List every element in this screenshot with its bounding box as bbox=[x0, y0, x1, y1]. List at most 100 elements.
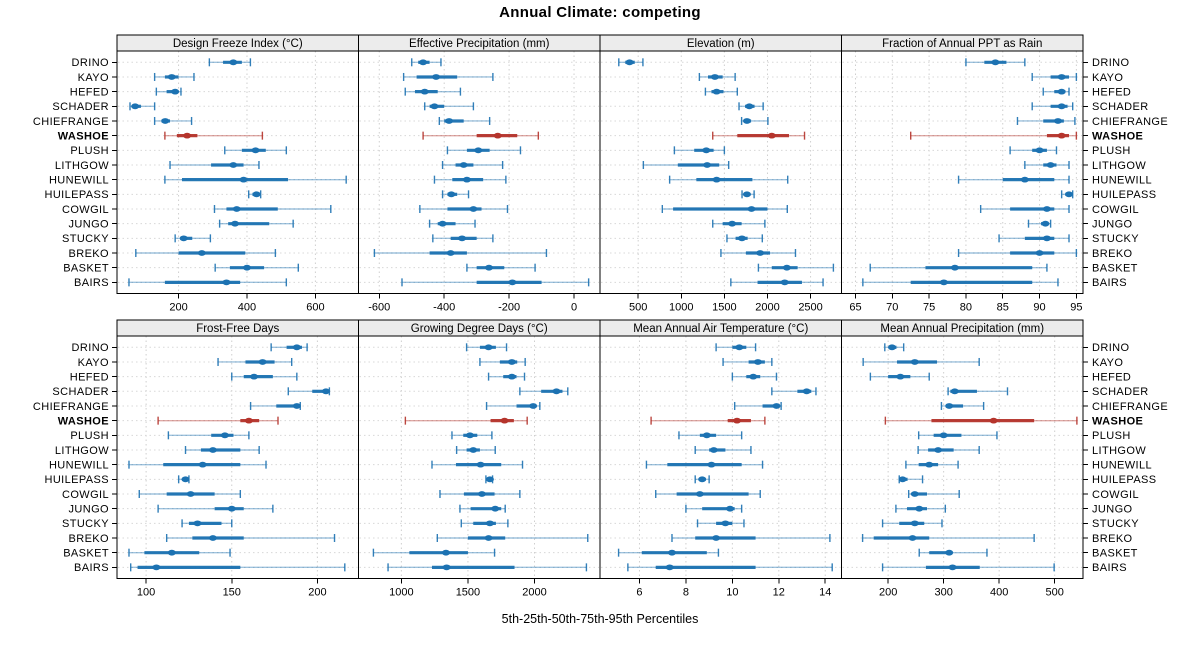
site-label-left-lithgow: LITHGOW bbox=[55, 445, 109, 457]
interval-basket bbox=[128, 548, 231, 557]
site-label-left-washoe: WASHOE bbox=[58, 415, 109, 427]
median-dot bbox=[1057, 103, 1066, 110]
site-label-right-hunewill: HUNEWILL bbox=[1092, 459, 1152, 471]
median-dot bbox=[712, 88, 721, 95]
median-dot bbox=[712, 176, 721, 183]
median-dot bbox=[447, 191, 456, 198]
interval-washoe bbox=[157, 416, 279, 425]
strip-title: Design Freeze Index (°C) bbox=[173, 38, 303, 50]
median-dot bbox=[229, 59, 238, 66]
interval-lithgow bbox=[642, 160, 730, 169]
median-dot bbox=[756, 250, 765, 256]
site-label-right-lithgow: LITHGOW bbox=[1092, 445, 1146, 457]
strip-title: Effective Precipitation (mm) bbox=[409, 38, 550, 50]
site-label-right-bairs: BAIRS bbox=[1092, 277, 1127, 289]
interval-chiefrange bbox=[1016, 116, 1076, 125]
interval-cowgil bbox=[439, 490, 521, 498]
interval-stucky bbox=[696, 519, 745, 528]
interval-drino bbox=[884, 343, 905, 352]
axis-caption: 5th-25th-50th-75th-95th Percentiles bbox=[501, 612, 699, 626]
interval-schader bbox=[287, 387, 331, 396]
x-tick-label: 8 bbox=[683, 587, 689, 599]
interval-drino bbox=[965, 58, 1026, 67]
x-tick-label: 1500 bbox=[456, 587, 480, 599]
median-dot bbox=[477, 491, 486, 497]
site-label-left-kayo: KAYO bbox=[78, 72, 109, 84]
median-dot bbox=[197, 250, 206, 256]
site-label-right-washoe: WASHOE bbox=[1092, 415, 1143, 427]
median-dot bbox=[1057, 88, 1066, 95]
interval-hunewill bbox=[905, 460, 959, 469]
interval-bairs bbox=[862, 278, 1059, 287]
x-tick-label: 400 bbox=[238, 302, 256, 314]
x-tick-label: 75 bbox=[923, 302, 935, 314]
interval-bairs bbox=[128, 278, 288, 287]
interval-huilepass bbox=[177, 475, 190, 484]
interval-breko bbox=[135, 249, 277, 258]
x-tick-label: 14 bbox=[819, 587, 831, 599]
interval-hefed bbox=[487, 372, 526, 381]
median-dot bbox=[491, 505, 500, 512]
site-label-right-stucky: STUCKY bbox=[1092, 518, 1139, 530]
site-label-right-schader: SCHADER bbox=[1092, 386, 1149, 398]
interval-lithgow bbox=[455, 445, 496, 454]
median-dot bbox=[459, 162, 468, 168]
median-dot bbox=[733, 417, 742, 424]
interval-jungo bbox=[428, 219, 476, 228]
strip-title: Growing Degree Days (°C) bbox=[411, 323, 548, 335]
median-dot bbox=[252, 191, 261, 198]
interval-breko bbox=[373, 249, 548, 258]
interval-washoe bbox=[650, 416, 766, 425]
interval-breko bbox=[165, 534, 336, 543]
median-dot bbox=[1042, 206, 1051, 212]
interval-chiefrange bbox=[940, 401, 985, 410]
site-label-left-drino: DRINO bbox=[72, 57, 109, 69]
site-label-right-drino: DRINO bbox=[1092, 57, 1129, 69]
site-label-left-lithgow: LITHGOW bbox=[55, 160, 109, 172]
interval-schader bbox=[771, 387, 817, 396]
site-label-right-hunewill: HUNEWILL bbox=[1092, 174, 1152, 186]
interval-jungo bbox=[218, 219, 294, 228]
median-dot bbox=[925, 461, 934, 468]
median-dot bbox=[229, 162, 238, 168]
median-dot bbox=[945, 403, 954, 409]
interval-drino bbox=[270, 343, 308, 352]
site-label-right-schader: SCHADER bbox=[1092, 101, 1149, 113]
site-label-right-kayo: KAYO bbox=[1092, 357, 1123, 369]
interval-breko bbox=[861, 534, 1035, 543]
interval-cowgil bbox=[907, 490, 960, 498]
median-dot bbox=[321, 388, 330, 395]
site-label-left-basket: BASKET bbox=[63, 262, 109, 274]
median-dot bbox=[161, 118, 170, 124]
site-label-right-washoe: WASHOE bbox=[1092, 130, 1143, 142]
interval-washoe bbox=[712, 131, 806, 140]
site-label-left-chiefrange: CHIEFRANGE bbox=[33, 116, 109, 128]
interval-plush bbox=[917, 431, 998, 440]
median-dot bbox=[749, 373, 758, 380]
site-label-right-stucky: STUCKY bbox=[1092, 233, 1139, 245]
interval-lithgow bbox=[441, 160, 504, 169]
interval-breko bbox=[957, 249, 1078, 258]
interval-bairs bbox=[881, 563, 1055, 572]
median-dot bbox=[745, 103, 754, 110]
median-dot bbox=[780, 279, 789, 286]
interval-hunewill bbox=[957, 175, 1070, 184]
interval-schader bbox=[424, 102, 475, 111]
x-tick-label: 80 bbox=[960, 302, 972, 314]
interval-hefed bbox=[704, 87, 738, 96]
interval-stucky bbox=[174, 234, 212, 243]
interval-basket bbox=[372, 548, 496, 557]
site-label-left-hefed: HEFED bbox=[70, 86, 109, 98]
interval-plush bbox=[678, 431, 743, 440]
interval-huilepass bbox=[441, 190, 470, 199]
interval-lithgow bbox=[184, 445, 260, 454]
site-label-left-schader: SCHADER bbox=[52, 101, 109, 113]
median-dot bbox=[239, 176, 248, 183]
median-dot bbox=[131, 103, 140, 110]
median-dot bbox=[469, 206, 478, 212]
median-dot bbox=[702, 147, 711, 154]
median-dot bbox=[292, 403, 301, 409]
median-dot bbox=[989, 417, 998, 424]
site-label-right-basket: BASKET bbox=[1092, 262, 1138, 274]
site-label-left-washoe: WASHOE bbox=[58, 130, 109, 142]
